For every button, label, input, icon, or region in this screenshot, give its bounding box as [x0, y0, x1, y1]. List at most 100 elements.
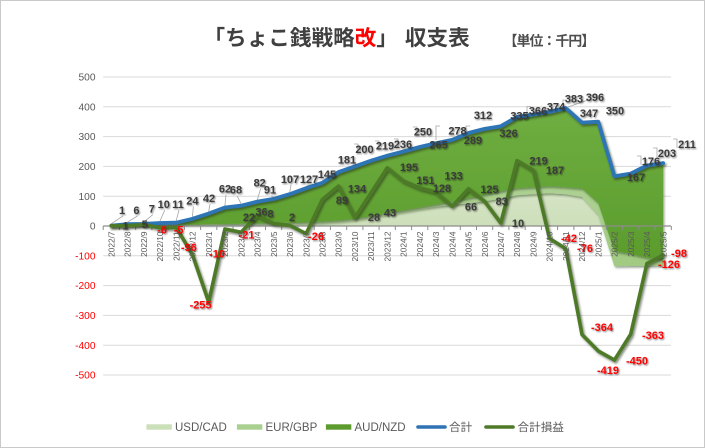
svg-text:200: 200 — [79, 162, 96, 173]
svg-text:278: 278 — [448, 126, 466, 138]
svg-text:347: 347 — [580, 108, 598, 120]
svg-text:300: 300 — [79, 132, 96, 143]
svg-text:250: 250 — [414, 126, 432, 138]
svg-text:2024/1: 2024/1 — [399, 231, 409, 257]
svg-text:6: 6 — [133, 205, 139, 217]
svg-text:-10: -10 — [209, 248, 225, 260]
svg-text:10: 10 — [512, 218, 524, 230]
svg-text:219: 219 — [376, 140, 394, 152]
svg-text:133: 133 — [444, 170, 462, 182]
svg-text:374: 374 — [547, 101, 566, 113]
svg-text:195: 195 — [400, 162, 418, 174]
svg-text:2023/10: 2023/10 — [350, 231, 360, 261]
svg-text:312: 312 — [474, 110, 492, 122]
svg-text:400: 400 — [79, 102, 96, 113]
svg-text:2025/1: 2025/1 — [593, 231, 603, 257]
svg-text:68: 68 — [230, 185, 242, 197]
svg-text:24: 24 — [186, 195, 199, 207]
svg-text:2024/12: 2024/12 — [577, 231, 587, 261]
svg-text:200: 200 — [355, 144, 373, 156]
svg-text:62: 62 — [219, 183, 231, 195]
svg-text:-96: -96 — [181, 242, 197, 254]
svg-text:2025/3: 2025/3 — [626, 231, 636, 257]
svg-text:366: 366 — [529, 106, 547, 118]
svg-text:167: 167 — [627, 172, 645, 184]
svg-text:82: 82 — [254, 177, 266, 189]
svg-text:1: 1 — [119, 205, 125, 217]
svg-text:83: 83 — [496, 196, 508, 208]
svg-text:335: 335 — [510, 110, 528, 122]
svg-text:2023/7: 2023/7 — [301, 231, 311, 257]
svg-text:-21: -21 — [239, 229, 255, 241]
svg-text:AUD/NZD: AUD/NZD — [355, 422, 406, 434]
svg-text:-126: -126 — [658, 259, 680, 271]
svg-text:-363: -363 — [642, 330, 664, 342]
svg-text:2024/6: 2024/6 — [480, 231, 490, 257]
svg-text:2023/12: 2023/12 — [382, 231, 392, 261]
svg-text:289: 289 — [464, 135, 482, 147]
svg-text:USD/CAD: USD/CAD — [175, 422, 227, 434]
svg-text:134: 134 — [348, 183, 367, 195]
svg-text:7: 7 — [149, 204, 155, 216]
svg-text:5: 5 — [142, 219, 148, 231]
svg-text:2024/10: 2024/10 — [545, 231, 555, 261]
svg-text:2022/10: 2022/10 — [155, 231, 165, 261]
svg-text:107: 107 — [281, 174, 299, 186]
svg-text:396: 396 — [586, 92, 604, 104]
svg-text:236: 236 — [394, 139, 412, 151]
svg-text:2: 2 — [289, 212, 295, 224]
svg-text:-300: -300 — [75, 311, 96, 322]
svg-text:100: 100 — [79, 192, 96, 203]
svg-text:43: 43 — [384, 207, 396, 219]
svg-text:2024/2: 2024/2 — [415, 231, 425, 257]
svg-text:2024/11: 2024/11 — [561, 231, 571, 261]
svg-text:2023/9: 2023/9 — [334, 231, 344, 257]
svg-text:2023/1: 2023/1 — [204, 231, 214, 257]
svg-text:1: 1 — [123, 220, 129, 232]
svg-text:151: 151 — [416, 175, 434, 187]
svg-text:-200: -200 — [75, 281, 96, 292]
svg-text:-76: -76 — [577, 243, 593, 255]
svg-text:2025/5: 2025/5 — [658, 231, 668, 257]
svg-text:-500: -500 — [75, 371, 96, 382]
svg-text:181: 181 — [338, 154, 356, 166]
svg-text:-255: -255 — [190, 299, 212, 311]
svg-text:203: 203 — [658, 148, 676, 160]
svg-text:2022/7: 2022/7 — [107, 231, 117, 257]
svg-text:2022/12: 2022/12 — [188, 231, 198, 261]
svg-text:176: 176 — [642, 156, 660, 168]
svg-text:128: 128 — [433, 183, 451, 195]
svg-text:2024/8: 2024/8 — [512, 231, 522, 257]
svg-text:42: 42 — [203, 193, 215, 205]
svg-text:2024/5: 2024/5 — [464, 231, 474, 257]
svg-text:-400: -400 — [75, 341, 96, 352]
svg-text:-98: -98 — [671, 248, 687, 260]
svg-text:-364: -364 — [591, 322, 614, 334]
svg-text:145: 145 — [318, 169, 336, 181]
svg-text:265: 265 — [429, 140, 447, 152]
svg-text:2024/9: 2024/9 — [529, 231, 539, 257]
svg-text:10: 10 — [158, 199, 170, 211]
svg-text:-419: -419 — [597, 365, 619, 377]
svg-text:2024/7: 2024/7 — [496, 231, 506, 257]
svg-text:219: 219 — [529, 156, 547, 168]
svg-text:-450: -450 — [626, 355, 648, 367]
svg-text:91: 91 — [264, 185, 276, 197]
svg-text:-26: -26 — [308, 231, 324, 243]
svg-text:127: 127 — [300, 174, 318, 186]
svg-text:2023/6: 2023/6 — [285, 231, 295, 257]
svg-text:-6: -6 — [157, 225, 167, 237]
svg-text:2024/4: 2024/4 — [447, 231, 457, 257]
svg-text:2023/3: 2023/3 — [236, 231, 246, 257]
svg-text:8: 8 — [268, 208, 274, 220]
svg-text:2023/11: 2023/11 — [366, 231, 376, 261]
svg-text:-42: -42 — [561, 233, 577, 245]
svg-text:2023/8: 2023/8 — [318, 231, 328, 257]
svg-text:-5: -5 — [174, 225, 184, 237]
svg-text:383: 383 — [565, 93, 583, 105]
svg-text:211: 211 — [678, 139, 696, 151]
svg-text:2025/2: 2025/2 — [610, 231, 620, 257]
svg-text:187: 187 — [546, 165, 564, 177]
svg-text:2022/9: 2022/9 — [139, 231, 149, 257]
svg-text:500: 500 — [79, 73, 96, 84]
